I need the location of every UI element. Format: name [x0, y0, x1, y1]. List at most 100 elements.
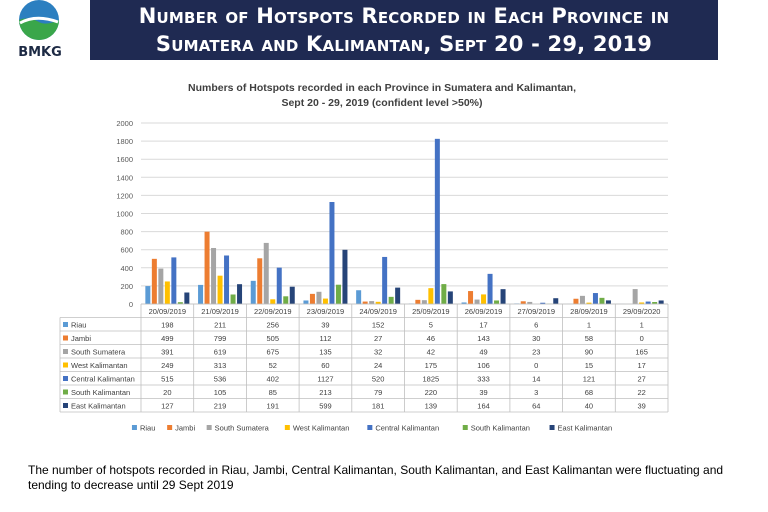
legend-swatch [284, 425, 290, 430]
legend-swatch [462, 425, 468, 430]
legend-swatch [131, 425, 137, 430]
bar [211, 247, 217, 304]
table-series-label: South Kalimantan [71, 388, 130, 397]
bar [573, 298, 579, 304]
data-label: 799 [214, 334, 227, 343]
bar [632, 289, 638, 304]
data-label: 1 [640, 320, 644, 329]
x-tick-label: 24/09/2019 [359, 307, 397, 316]
data-label: 198 [161, 320, 174, 329]
data-label: 181 [372, 401, 385, 410]
table-legend-key [63, 322, 68, 327]
x-tick-label: 27/09/2019 [517, 307, 555, 316]
data-label: 39 [479, 388, 487, 397]
bar [441, 284, 447, 304]
legend-swatch [206, 425, 212, 430]
page-header: Number of Hotspots Recorded in Each Prov… [90, 0, 718, 60]
y-tick-label: 1400 [116, 173, 133, 182]
y-tick-label: 1000 [116, 210, 133, 219]
bar [395, 287, 401, 304]
bar [322, 298, 328, 304]
y-tick-label: 800 [120, 228, 133, 237]
data-label: 211 [214, 320, 226, 329]
y-tick-label: 600 [120, 246, 133, 255]
data-label: 599 [319, 401, 332, 410]
data-label: 3 [534, 388, 538, 397]
bar [474, 299, 480, 304]
bar [257, 258, 263, 304]
page-title-line-1: Number of Hotspots Recorded in Each Prov… [138, 4, 670, 28]
bar [520, 301, 526, 304]
data-label: 333 [477, 374, 490, 383]
table-legend-key [63, 389, 68, 395]
x-tick-label: 28/09/2019 [570, 307, 608, 316]
data-label: 220 [425, 388, 438, 397]
data-label: 135 [319, 347, 332, 356]
table-series-label: Riau [71, 320, 86, 329]
data-label: 79 [374, 388, 382, 397]
data-label: 17 [479, 320, 487, 329]
bar [164, 281, 170, 304]
bar [540, 302, 546, 304]
bar [639, 302, 645, 304]
y-tick-label: 200 [120, 282, 133, 291]
bar [276, 267, 282, 304]
data-label: 165 [635, 347, 648, 356]
data-label: 49 [479, 347, 487, 356]
bar [145, 286, 151, 304]
page-title-line-2: Sumatera and Kalimantan, Sept 20 - 29, 2… [155, 32, 653, 56]
bar [494, 300, 500, 304]
data-label: 515 [161, 374, 174, 383]
data-label: 675 [266, 347, 279, 356]
bar [217, 275, 223, 304]
bar [263, 242, 269, 304]
bar [645, 301, 651, 304]
bar [177, 302, 183, 304]
data-label: 17 [637, 361, 645, 370]
data-label: 68 [585, 388, 593, 397]
bar [309, 293, 315, 304]
data-label: 14 [532, 374, 540, 383]
bar [303, 300, 309, 304]
bar [237, 284, 243, 304]
legend-label: Central Kalimantan [375, 424, 439, 433]
bar [599, 297, 605, 304]
data-label: 164 [477, 401, 490, 410]
y-tick-label: 1600 [116, 155, 133, 164]
bar [527, 301, 533, 304]
data-label: 191 [266, 401, 279, 410]
data-label: 42 [427, 347, 435, 356]
bar [184, 292, 190, 304]
table-legend-key [63, 349, 68, 354]
data-label: 536 [214, 374, 227, 383]
bar [415, 299, 421, 304]
data-label: 32 [374, 347, 382, 356]
data-label: 60 [321, 361, 329, 370]
data-label: 5 [429, 320, 433, 329]
bar [270, 299, 276, 304]
data-label: 112 [319, 334, 331, 343]
caption-text: The number of hotspots recorded in Riau,… [28, 463, 724, 492]
bar [553, 298, 559, 304]
data-label: 30 [532, 334, 540, 343]
bar [375, 301, 381, 304]
data-label: 23 [532, 347, 540, 356]
legend-label: West Kalimantan [293, 424, 350, 433]
legend-label: South Kalimantan [471, 424, 530, 433]
x-tick-label: 29/09/2020 [623, 307, 661, 316]
data-label: 20 [163, 388, 171, 397]
data-label: 219 [214, 401, 227, 410]
data-label: 24 [374, 361, 382, 370]
bar [652, 302, 658, 304]
table-series-label: Central Kalimantan [71, 374, 135, 383]
bar [289, 286, 295, 304]
data-label: 127 [161, 401, 174, 410]
data-label: 1825 [423, 374, 440, 383]
bar [335, 284, 341, 304]
bar [481, 294, 487, 304]
x-tick-label: 23/09/2019 [307, 307, 345, 316]
bar [171, 257, 177, 304]
table-legend-key [63, 403, 68, 408]
bar [224, 255, 230, 304]
legend-swatch [167, 425, 173, 430]
